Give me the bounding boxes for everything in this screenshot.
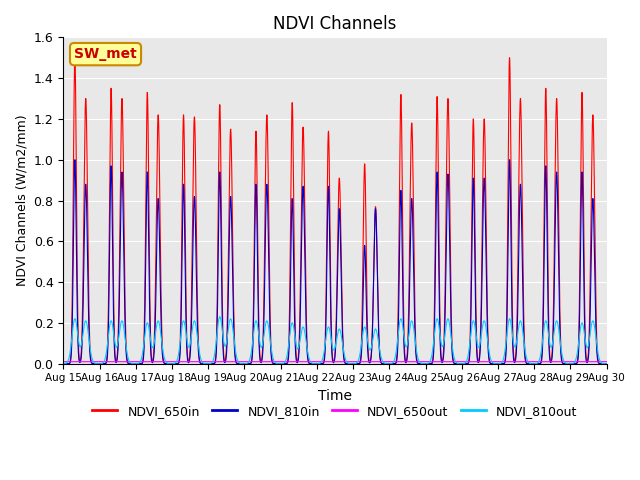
NDVI_810in [170, 361, 178, 367]
NDVI_650out [601, 359, 609, 365]
NDVI_810out [216, 314, 223, 320]
NDVI_650out [175, 359, 183, 365]
NDVI_810in [60, 361, 67, 367]
NDVI_650out [487, 359, 495, 365]
NDVI_650out [263, 359, 271, 365]
NDVI_810in [487, 361, 495, 367]
Line: NDVI_650in: NDVI_650in [63, 58, 607, 364]
Line: NDVI_810in: NDVI_810in [63, 160, 607, 364]
NDVI_810out [410, 327, 418, 333]
NDVI_810out [263, 318, 271, 324]
NDVI_650in [60, 361, 67, 367]
NDVI_810in [603, 361, 611, 367]
NDVI_650out [60, 359, 67, 365]
NDVI_650in [176, 353, 184, 359]
NDVI_810out [60, 361, 67, 367]
X-axis label: Time: Time [318, 389, 352, 403]
Y-axis label: NDVI Channels (W/m2/mm): NDVI Channels (W/m2/mm) [15, 115, 28, 287]
NDVI_810out [170, 360, 178, 366]
NDVI_650in [410, 242, 418, 248]
NDVI_650in [601, 361, 609, 367]
Title: NDVI Channels: NDVI Channels [273, 15, 397, 33]
NDVI_810in [263, 182, 271, 188]
Line: NDVI_810out: NDVI_810out [63, 317, 607, 364]
NDVI_650out [170, 359, 178, 365]
NDVI_810in [71, 157, 79, 163]
NDVI_810in [176, 357, 184, 362]
NDVI_650in [170, 361, 178, 367]
Text: SW_met: SW_met [74, 47, 137, 61]
NDVI_810out [175, 345, 183, 350]
NDVI_810out [601, 361, 609, 367]
NDVI_810out [487, 357, 495, 363]
NDVI_650in [263, 112, 271, 118]
Legend: NDVI_650in, NDVI_810in, NDVI_650out, NDVI_810out: NDVI_650in, NDVI_810in, NDVI_650out, NDV… [88, 400, 582, 423]
NDVI_650out [410, 359, 418, 365]
NDVI_810in [601, 361, 609, 367]
NDVI_810out [603, 361, 611, 367]
NDVI_650in [603, 361, 611, 367]
NDVI_650in [71, 55, 79, 60]
NDVI_650in [487, 360, 495, 366]
NDVI_810in [410, 284, 418, 289]
NDVI_650out [603, 359, 611, 365]
